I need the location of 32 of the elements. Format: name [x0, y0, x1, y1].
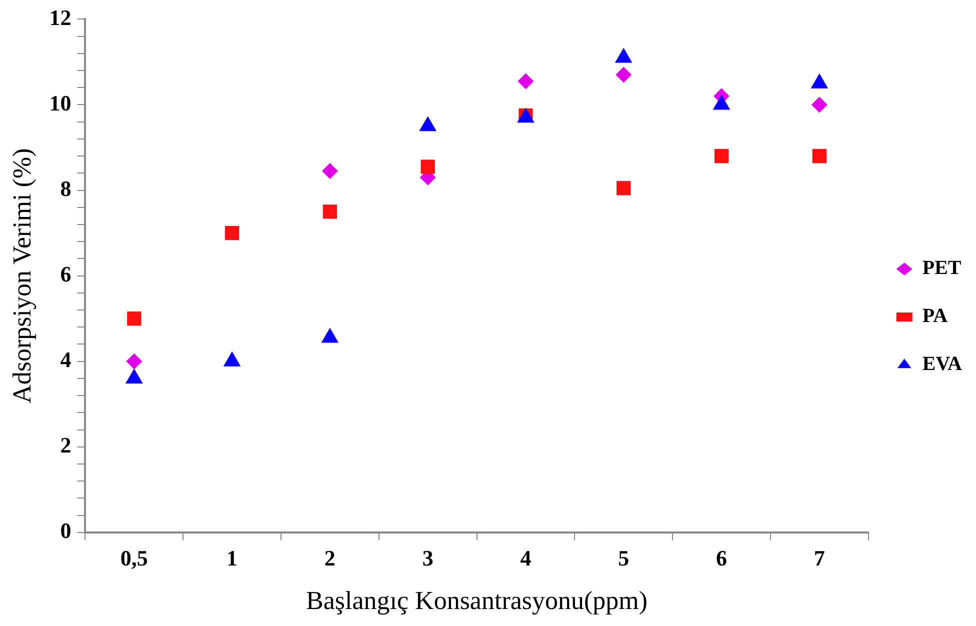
point [518, 73, 534, 90]
point [811, 96, 828, 113]
x-tick-label: 7 [814, 545, 825, 570]
legend-label: PET [922, 257, 962, 280]
x-tick-label: 4 [520, 545, 532, 570]
y-tick-label: 4 [60, 347, 72, 372]
point [126, 353, 142, 370]
y-tick-label: 2 [60, 432, 72, 458]
legend-label: PA [922, 305, 948, 328]
point [714, 148, 729, 164]
x-tick-label: 3 [422, 545, 434, 570]
point [616, 181, 631, 196]
point [616, 66, 632, 83]
x-tick-label: 0,5 [120, 545, 148, 570]
x-tick-label: 6 [716, 545, 728, 570]
point [812, 148, 826, 164]
x-axis-title: Başlangıç Konsantrasyonu(ppm) [306, 586, 648, 616]
y-tick-label: 0 [60, 518, 72, 544]
point [224, 226, 240, 240]
point [127, 311, 142, 326]
y-tick-label: 12 [49, 4, 72, 30]
y-tick-label: 10 [49, 90, 72, 116]
y-tick-label: 6 [60, 261, 72, 286]
x-tick-label: 2 [324, 545, 336, 570]
y-tick-label: 8 [60, 176, 72, 201]
legend-label: EVA [922, 353, 963, 376]
x-tick-label: 5 [618, 545, 630, 570]
point [322, 204, 338, 219]
point [420, 160, 435, 174]
point [322, 163, 338, 180]
x-tick-label: 1 [226, 545, 238, 570]
y-axis-title: Adsorpsiyon Verimi (%) [7, 148, 36, 404]
